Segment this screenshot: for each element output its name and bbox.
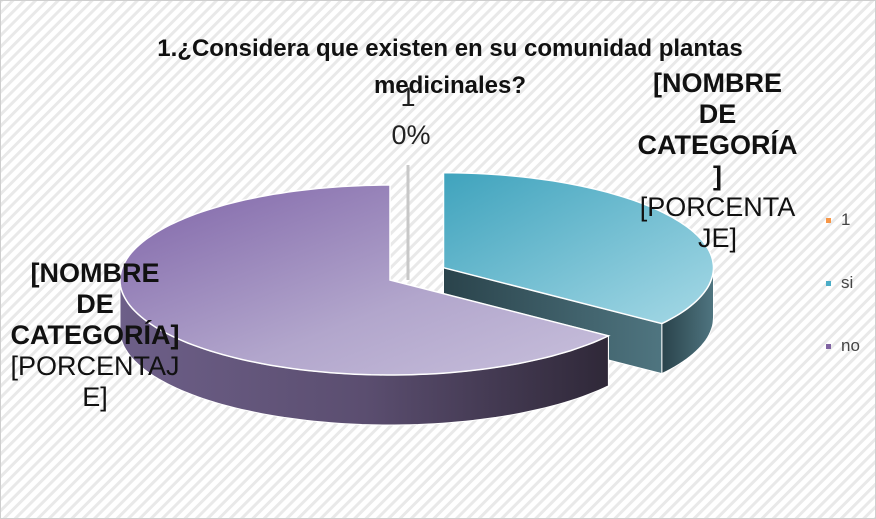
data-label-value: [PORCENTAJE] [10,351,180,412]
legend-swatch [826,344,831,350]
data-label-value: [PORCENTAJE] [639,192,796,253]
data-label-value: 0% [391,120,431,150]
legend-entry: 1 [826,210,850,230]
slice [442,171,715,325]
legend-entry: no [826,336,860,356]
slice [119,184,611,376]
data-label: [NOMBRE DE CATEGORÍA] [PORCENTAJE] [635,68,800,254]
slice-group [119,184,611,426]
data-label-name: [NOMBRE DE CATEGORÍA] [637,68,798,191]
chart-title: 1.¿Considera que existen en su comunidad… [157,35,743,99]
legend-swatch [826,281,831,287]
pie [119,165,715,426]
data-label: [NOMBRE DE CATEGORÍA] [PORCENTAJE] [10,258,180,413]
data-label-name: 1 [400,82,416,112]
data-label-name: [NOMBRE DE CATEGORÍA] [10,258,180,350]
legend-label: no [841,336,860,355]
legend-label: si [841,273,854,292]
legend-swatch [826,218,831,224]
legend-label: 1 [841,210,851,229]
legend-entry: si [826,273,853,293]
